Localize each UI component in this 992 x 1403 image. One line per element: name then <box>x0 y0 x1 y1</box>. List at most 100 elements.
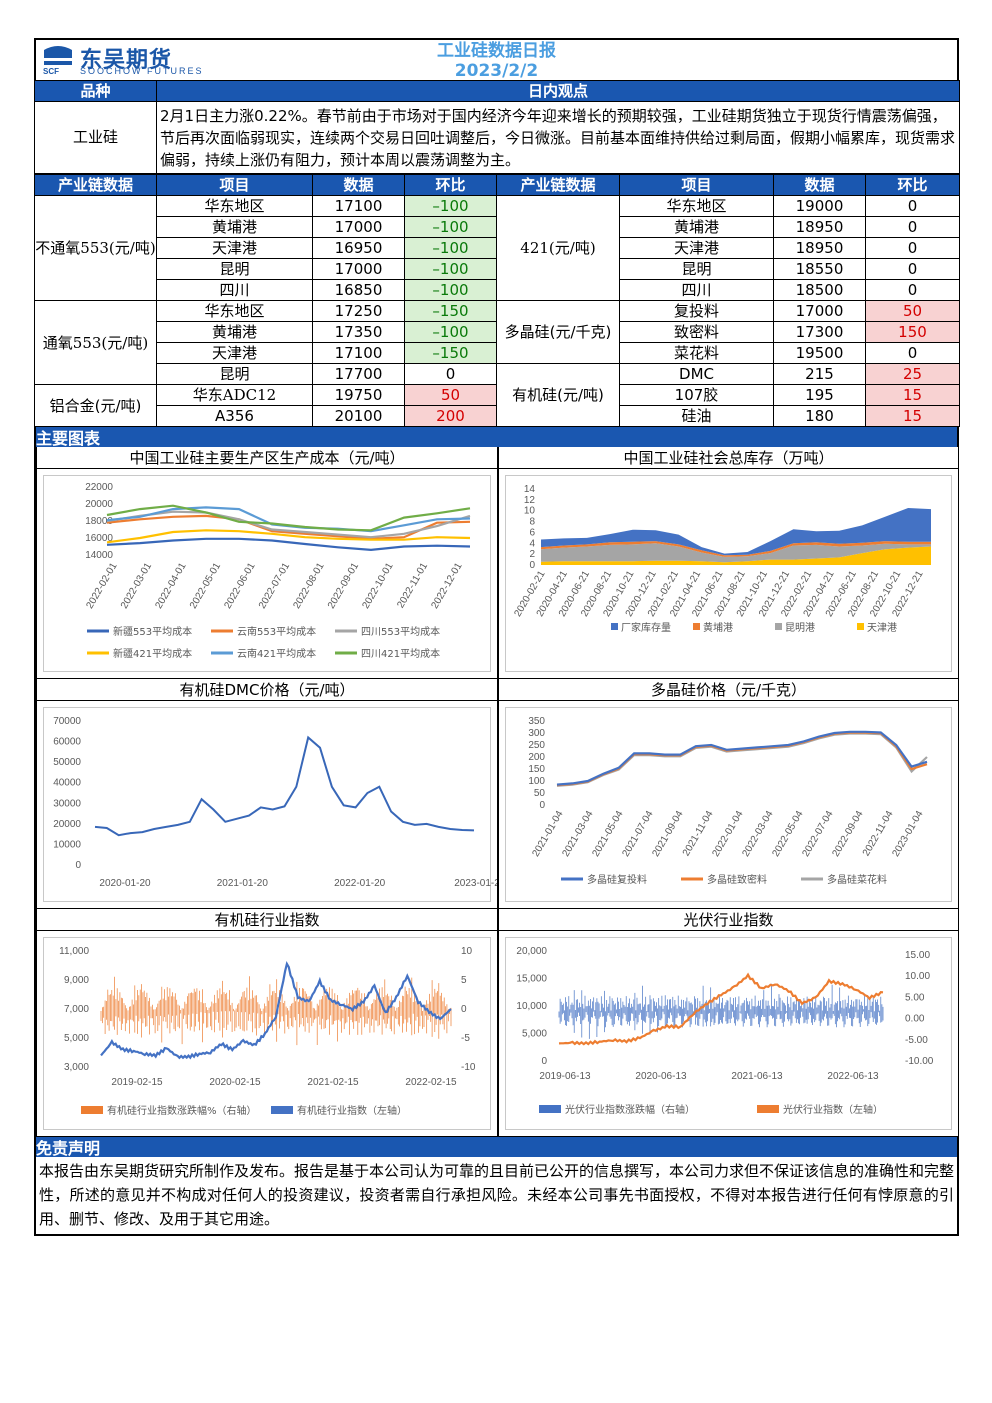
legend-label: 新疆421平均成本 <box>113 647 192 660</box>
x-tick-label: 2022-05-04 <box>770 809 805 859</box>
logo-name-en: SOOCHOW FUTURES <box>80 66 204 76</box>
item-change: 0 <box>404 363 497 385</box>
item-name: 黄埔港 <box>156 321 313 343</box>
disclaimer-band: 免责声明 <box>34 1137 959 1158</box>
y-tick-label: 350 <box>528 716 545 727</box>
y-tick-label: 14000 <box>85 550 113 561</box>
series-line <box>106 529 471 544</box>
x-tick-label: 2022-07-01 <box>257 561 292 611</box>
y-tick-label: 100 <box>528 776 545 787</box>
item-value: 17700 <box>312 363 405 385</box>
series-line <box>106 504 471 532</box>
series-line <box>556 730 928 786</box>
legend-label: 多晶硅复投料 <box>587 873 647 886</box>
item-value: 19750 <box>312 384 405 406</box>
charts-band-label: 主要图表 <box>36 429 101 448</box>
table-row: A356 20100 200 硅油 180 15 <box>35 405 960 427</box>
y-tick-label: 22000 <box>85 482 113 493</box>
x-tick-label: 2021-03-04 <box>560 809 595 859</box>
item-change: 50 <box>865 300 960 322</box>
item-value: 16950 <box>312 237 405 259</box>
item-change: 0 <box>865 342 960 364</box>
intraday-view: 2月1日主力涨0.22%。春节前由于市场对于国内经济今年迎来增长的预期较强，工业… <box>156 101 960 174</box>
disclaimer-text: 本报告由东吴期货研究所制作及发布。报告是基于本公司认为可靠的且目前已公开的信息撰… <box>34 1157 959 1236</box>
y-tick-label: 12 <box>524 495 536 506</box>
item-name: 复投料 <box>619 300 774 322</box>
pv-index-chart-svg: 0 5,000 10,000 15,000 20,000 -10.00 -5.00 0.00 5… <box>516 946 934 1116</box>
col-view: 日内观点 <box>156 80 960 102</box>
item-change: 15 <box>865 384 960 406</box>
item-name: 昆明 <box>619 258 774 280</box>
y-tick-label: 7,000 <box>64 1004 89 1015</box>
x-tick-label: 2022-02-15 <box>405 1077 457 1088</box>
y2-tick-label: 5.00 <box>905 992 925 1003</box>
item-name: 四川 <box>156 279 313 301</box>
x-tick-label: 2022-07-04 <box>800 809 835 859</box>
y-tick-label: 40000 <box>53 778 81 789</box>
legend-label: 新疆553平均成本 <box>113 625 192 638</box>
legend-label: 厂家库存量 <box>621 621 671 634</box>
area-series <box>541 543 931 563</box>
item-value: 19500 <box>773 342 866 364</box>
x-tick-label: 2022-01-20 <box>334 878 386 889</box>
x-tick-label: 2020-06-13 <box>635 1071 687 1082</box>
x-tick-label: 2020-02-15 <box>209 1077 261 1088</box>
table-header: 数据 <box>773 174 866 196</box>
item-value: 17000 <box>312 258 405 280</box>
x-tick-label: 2021-01-20 <box>217 878 269 889</box>
y2-tick-label: 0 <box>461 1004 467 1015</box>
item-change: –100 <box>404 321 497 343</box>
item-change: 0 <box>865 237 960 259</box>
chart-pv-index: 光伏行业指数 0 5,000 10,000 15,000 20,000 -10.00 -5.… <box>498 909 959 1137</box>
legend-label: 黄埔港 <box>703 621 733 634</box>
chart-inventory: 中国工业硅社会总库存（万吨） 0 2 4 6 8 10 12 14 2020-02-21 2020… <box>498 447 959 679</box>
inventory-chart-svg: 024681012142020-02-212020-04-212020-06-2… <box>512 484 931 634</box>
chart-silicone-index: 有机硅行业指数 3,000 5,000 7,000 9,000 11,000 -10 -5 0… <box>36 909 498 1137</box>
item-value: 215 <box>773 363 866 385</box>
table-header: 项目 <box>156 174 313 196</box>
legend-label: 云南553平均成本 <box>237 625 316 638</box>
chart-polysilicon: 多晶硅价格（元/千克） 0 50 100 150 200 250 300 350 2021-01… <box>498 679 959 909</box>
legend-swatch <box>271 1106 293 1114</box>
report-title-text: 工业硅数据日报 <box>437 41 556 61</box>
silicone-index-chart-svg: 3,000 5,000 7,000 9,000 11,000 -10 -5 0 5 10 2019-… <box>59 946 476 1117</box>
y-tick-label: 16000 <box>85 533 113 544</box>
x-tick-label: 2022-08-01 <box>291 561 326 611</box>
item-name: 华东地区 <box>156 195 313 217</box>
y2-tick-label: -5.00 <box>905 1035 928 1046</box>
legend-label: 光伏行业指数涨跌幅（右轴） <box>565 1103 695 1116</box>
report-title: 工业硅数据日报 2023/2/2 <box>36 41 957 81</box>
y-tick-label: 5,000 <box>64 1033 89 1044</box>
y2-tick-label: -10.00 <box>905 1056 934 1067</box>
item-change: –100 <box>404 279 497 301</box>
x-tick-label: 2019-02-15 <box>111 1077 163 1088</box>
group-name: 多晶硅(元/千克) <box>496 300 620 364</box>
y2-tick-label: 5 <box>461 975 467 986</box>
legend-swatch <box>693 623 700 630</box>
item-value: 17000 <box>312 216 405 238</box>
legend-swatch <box>611 623 618 630</box>
chart-title: 多晶硅价格（元/千克） <box>499 679 958 701</box>
x-tick-label: 2023-01-2 <box>454 878 497 889</box>
item-change: 200 <box>404 405 497 427</box>
legend-swatch <box>539 1105 561 1113</box>
x-tick-label: 2021-05-04 <box>590 809 625 859</box>
item-change: 0 <box>865 216 960 238</box>
table-row: 昆明 17700 0 有机硅(元/吨) DMC 215 25 <box>35 363 960 427</box>
chart-cost: 中国工业硅主要生产区生产成本（元/吨） 14000 16000 18000 20000… <box>36 447 498 679</box>
table-header: 环比 <box>865 174 960 196</box>
series-line <box>94 735 475 837</box>
y-tick-label: 10 <box>524 506 536 517</box>
y-tick-label: 10000 <box>53 839 81 850</box>
series-line <box>100 961 452 1060</box>
item-name: 天津港 <box>156 237 313 259</box>
x-tick-label: 2021-07-04 <box>620 809 655 859</box>
item-name: 华东ADC12 <box>156 384 313 406</box>
table-row: 不通氧553(元/吨) 华东地区 17100 –100 421(元/吨) 华东地区 1900… <box>34 195 960 301</box>
charts-grid: 中国工业硅主要生产区生产成本（元/吨） 14000 16000 18000 20000… <box>34 447 959 1137</box>
item-value: 18500 <box>773 279 866 301</box>
legend-label: 四川553平均成本 <box>361 625 440 638</box>
area-series <box>541 546 931 565</box>
item-name: 华东地区 <box>156 300 313 322</box>
